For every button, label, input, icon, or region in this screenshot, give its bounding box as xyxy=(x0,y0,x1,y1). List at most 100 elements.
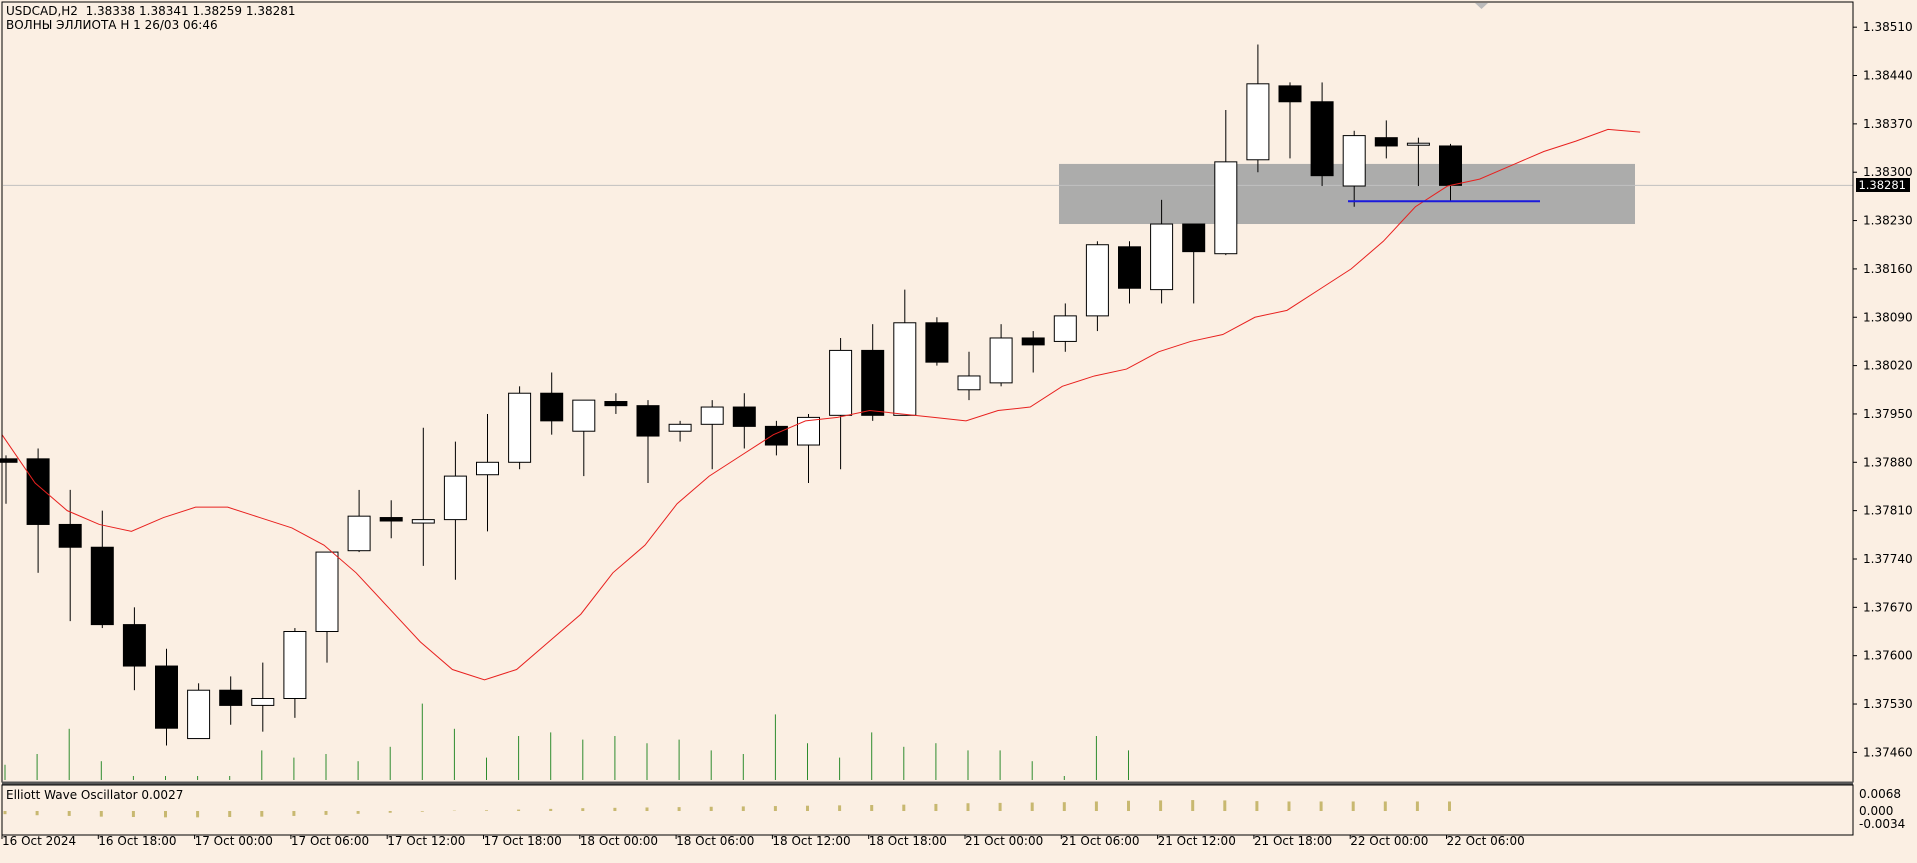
candle[interactable] xyxy=(0,455,18,504)
candle[interactable] xyxy=(1374,120,1398,159)
y-tick-label: 1.37810 xyxy=(1863,504,1913,518)
candle[interactable] xyxy=(347,489,371,553)
current-price-tag: 1.38281 xyxy=(1856,178,1910,193)
candle[interactable] xyxy=(1021,331,1045,373)
y-tick-label: 1.37460 xyxy=(1863,745,1913,759)
candle-body xyxy=(668,423,692,432)
candle-body xyxy=(861,349,885,416)
candle[interactable] xyxy=(90,510,114,629)
candle[interactable] xyxy=(572,399,596,477)
candle[interactable] xyxy=(122,607,146,691)
y-tick-label: 1.37950 xyxy=(1863,407,1913,421)
candle[interactable] xyxy=(1214,110,1238,256)
x-tick-label: 21 Oct 18:00 xyxy=(1254,834,1332,848)
y-tick-label: 1.38440 xyxy=(1863,69,1913,83)
x-tick-label: 16 Oct 18:00 xyxy=(98,834,176,848)
candle[interactable] xyxy=(957,351,981,401)
candle-body xyxy=(508,392,532,463)
y-tick-label: 1.38020 xyxy=(1863,359,1913,373)
candle[interactable] xyxy=(540,372,564,435)
candle[interactable] xyxy=(187,683,211,740)
candle[interactable] xyxy=(219,676,243,725)
candle-body xyxy=(283,631,307,700)
indicator-header: ВОЛНЫ ЭЛЛИОТА H 1 26/03 06:46 xyxy=(6,18,218,32)
candle[interactable] xyxy=(989,324,1013,387)
osc-tick-label: -0.0034 xyxy=(1859,817,1905,831)
candle[interactable] xyxy=(411,427,435,566)
oscillator-panel-frame xyxy=(1,784,1854,836)
candle-body xyxy=(411,519,435,524)
candle-body xyxy=(764,425,788,446)
candle[interactable] xyxy=(861,324,885,421)
x-tick-label: 16 Oct 2024 xyxy=(2,834,76,848)
candle-body xyxy=(1214,161,1238,255)
x-tick-label: 21 Oct 12:00 xyxy=(1158,834,1236,848)
candle[interactable] xyxy=(251,662,275,732)
candle-body xyxy=(58,523,82,548)
candle-body xyxy=(925,322,949,363)
candle[interactable] xyxy=(829,337,853,470)
candle-body xyxy=(732,406,756,427)
candle[interactable] xyxy=(1053,303,1077,352)
candle[interactable] xyxy=(797,413,820,484)
candle[interactable] xyxy=(443,441,467,580)
candle-body xyxy=(636,405,660,437)
candle[interactable] xyxy=(668,420,692,442)
candle[interactable] xyxy=(1278,82,1302,159)
osc-tick-label: 0.0068 xyxy=(1859,787,1901,801)
candle[interactable] xyxy=(732,393,756,449)
plot-area xyxy=(2,2,1853,782)
x-tick-label: 17 Oct 00:00 xyxy=(195,834,273,848)
candle[interactable] xyxy=(925,317,949,366)
candle-body xyxy=(1439,145,1462,186)
candle[interactable] xyxy=(26,448,50,573)
y-tick-label: 1.37740 xyxy=(1863,552,1913,566)
osc-tick-label: 0.000 xyxy=(1859,804,1893,818)
candle[interactable] xyxy=(1085,241,1109,332)
candle-body xyxy=(476,461,499,476)
candle[interactable] xyxy=(1118,241,1141,304)
x-tick-label: 21 Oct 06:00 xyxy=(1061,834,1139,848)
candle[interactable] xyxy=(636,400,660,484)
candle-body xyxy=(443,475,467,521)
candle[interactable] xyxy=(283,628,307,718)
candle[interactable] xyxy=(893,289,917,416)
candle-body xyxy=(829,349,853,416)
x-tick-label: 17 Oct 12:00 xyxy=(387,834,465,848)
candle-body xyxy=(1278,85,1302,103)
symbol-header: USDCAD,H2 1.38338 1.38341 1.38259 1.3828… xyxy=(6,4,296,18)
candle[interactable] xyxy=(508,386,532,470)
candle-body xyxy=(1085,244,1109,317)
candle[interactable] xyxy=(1150,199,1174,304)
x-tick-label: 18 Oct 00:00 xyxy=(580,834,658,848)
x-tick-label: 21 Oct 00:00 xyxy=(965,834,1043,848)
candle[interactable] xyxy=(1310,82,1334,187)
x-tick-label: 17 Oct 06:00 xyxy=(291,834,369,848)
candle[interactable] xyxy=(315,551,339,663)
candle[interactable] xyxy=(476,413,499,532)
candle-body xyxy=(957,375,981,391)
moving-average-line xyxy=(1,128,1641,681)
candle-body xyxy=(1118,246,1141,289)
candle-body xyxy=(90,546,114,626)
candle[interactable] xyxy=(379,500,403,539)
candle-body xyxy=(1021,337,1045,346)
oscillator-label: Elliott Wave Oscillator 0.0027 xyxy=(6,788,184,802)
candle[interactable] xyxy=(604,393,628,414)
shift-marker-icon[interactable] xyxy=(1475,3,1488,9)
candle-body xyxy=(1310,101,1334,177)
candle[interactable] xyxy=(1342,130,1366,207)
candle[interactable] xyxy=(700,400,724,470)
y-tick-label: 1.37670 xyxy=(1863,600,1913,614)
y-tick-label: 1.38510 xyxy=(1863,20,1913,34)
candle-body xyxy=(700,406,724,425)
candle-body xyxy=(572,399,596,432)
candle[interactable] xyxy=(1406,137,1430,187)
candle-body xyxy=(604,401,628,407)
y-tick-label: 1.37530 xyxy=(1863,697,1913,711)
candle[interactable] xyxy=(1246,44,1270,173)
candle[interactable] xyxy=(1182,223,1206,304)
candle[interactable] xyxy=(155,648,178,746)
